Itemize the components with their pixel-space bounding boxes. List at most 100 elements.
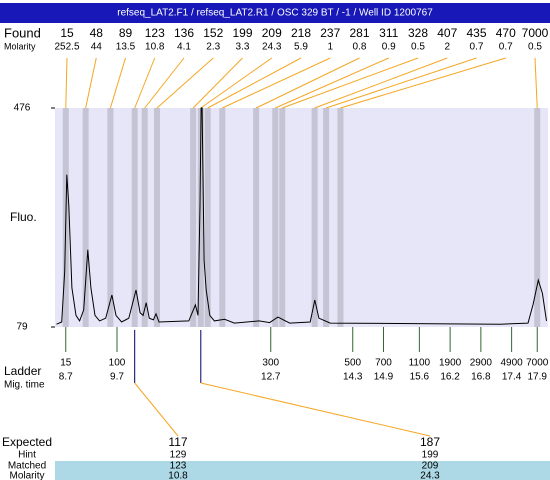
peak-leader [207,57,302,109]
expected-molarity-value: 24.3 [420,471,440,480]
peak-leader [314,57,448,109]
mig-time-value: 17.4 [502,372,522,383]
molarity-value: 252.5 [54,42,79,53]
found-value: 237 [320,26,340,40]
expected-molarity-value: 10.8 [168,471,188,480]
found-value: 435 [466,26,486,40]
matched-label: Matched [8,461,46,472]
peak-band [190,108,197,327]
found-value: 328 [408,26,428,40]
ladder-label: Ladder [4,364,41,378]
found-value: 199 [232,26,252,40]
found-value: 152 [203,26,223,40]
mig-time-value: 15.6 [410,372,430,383]
hint-label: Hint [18,450,36,461]
peak-band [337,108,344,327]
ladder-value: 700 [375,358,392,369]
molarity-value: 0.9 [382,42,396,53]
ladder-value: 300 [262,358,279,369]
y-label: Fluo. [10,210,37,224]
peak-band [131,108,138,327]
found-value: 7000 [522,26,549,40]
hint-value: 129 [170,450,187,461]
mig-time-label: Mig. time [4,380,45,391]
peak-leader [109,57,126,109]
peak-band [197,108,204,327]
molarity-value: 10.8 [145,42,165,53]
molarity-value: 0.7 [499,42,513,53]
found-value: 123 [145,26,165,40]
expected-leader [200,382,431,437]
peak-band [253,108,260,327]
peak-leader [200,57,273,109]
expected-value: 187 [420,435,440,449]
found-value: 89 [119,26,133,40]
molarity-value: 2 [444,42,450,53]
mig-time-value: 14.9 [374,372,394,383]
molarity-value: 2.3 [206,42,220,53]
peak-leader [134,57,156,109]
molarity-value: 4.1 [177,42,191,53]
peak-leader [340,57,506,109]
molarity-value: 13.5 [116,42,136,53]
molarity-label: Molarity [4,41,36,51]
molarity-value: 0.8 [353,42,367,53]
peak-band [153,108,160,327]
mig-time-value: 16.8 [471,372,491,383]
ladder-value: 1100 [409,358,431,369]
mig-time-value: 17.9 [528,372,548,383]
mig-time-value: 8.7 [59,372,73,383]
found-value: 470 [496,26,516,40]
mig-time-value: 16.2 [440,372,460,383]
peak-leader [65,57,68,109]
expected-molarity-label: Molarity [9,471,44,480]
molarity-value: 3.3 [236,42,250,53]
peak-leader [222,57,331,109]
peak-band [534,108,541,327]
found-value: 407 [437,26,457,40]
ladder-value: 100 [109,358,126,369]
molarity-value: 44 [91,42,103,53]
hint-value: 199 [422,450,439,461]
peak-band [279,108,286,327]
y-tick-label: 79 [16,322,28,333]
expected-leader [134,382,179,437]
plot-area [55,108,548,327]
peak-band [272,108,279,327]
molarity-value: 5.9 [294,42,308,53]
matched-value: 209 [422,461,439,472]
peak-leader [282,57,419,109]
peak-leader [325,57,477,109]
peak-leader [255,57,360,109]
found-value: 48 [90,26,104,40]
molarity-value: 0.5 [528,42,542,53]
peak-leader [192,57,243,109]
peak-leader [534,57,538,109]
ladder-value: 7000 [526,358,549,369]
found-value: 209 [262,26,282,40]
peak-band [107,108,114,327]
ladder-value: 500 [344,358,361,369]
mig-time-value: 12.7 [261,372,281,383]
peak-band [204,108,211,327]
peak-band [82,108,89,327]
trace [56,107,547,325]
expected-value: 117 [168,435,187,449]
expected-label: Expected [2,435,52,449]
matched-band [55,461,550,480]
peak-band [141,108,148,327]
molarity-value: 1 [327,42,333,53]
peak-leader [156,57,214,109]
title: refseq_LAT2.F1 / refseq_LAT2.R1 / OSC 32… [117,8,433,19]
ladder-value: 15 [60,358,72,369]
mig-time-value: 9.7 [110,372,124,383]
found-value: 15 [60,26,74,40]
found-label: Found [4,25,41,40]
ladder-value: 1900 [439,358,462,369]
found-value: 136 [174,26,194,40]
peak-leader [144,57,185,109]
found-value: 311 [379,26,398,40]
molarity-value: 0.5 [411,42,425,53]
peak-leader [275,57,389,109]
